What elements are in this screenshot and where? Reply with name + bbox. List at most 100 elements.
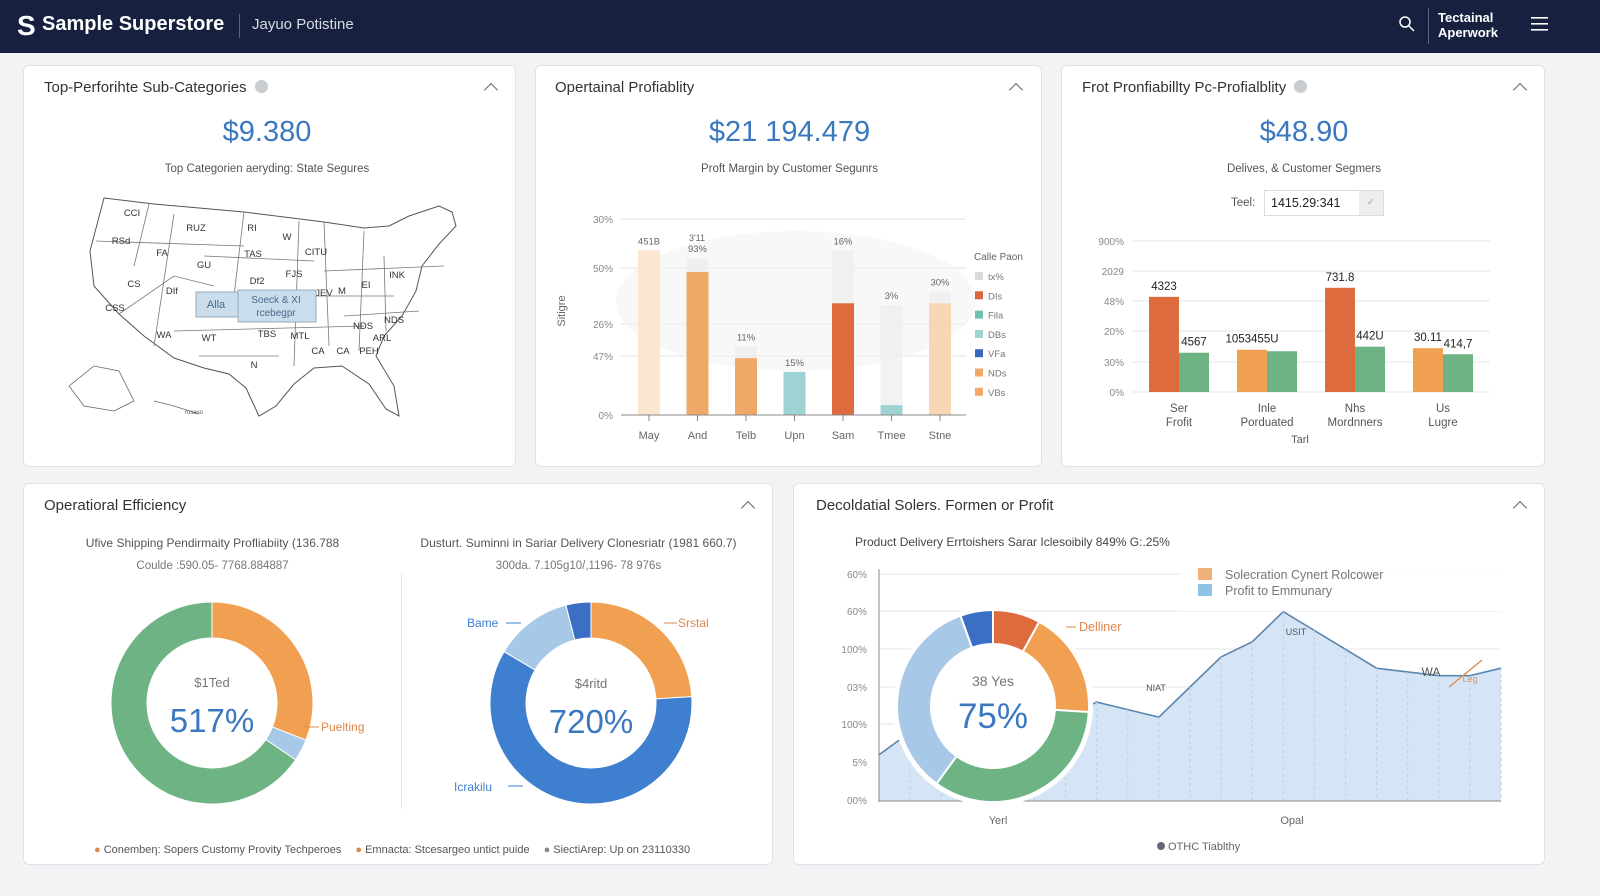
card-title: Frot Pronfiabillty Pc-Profialblity [1082,79,1287,96]
card-title: Decoldatial Solers. Formen or Profit [816,497,1054,514]
header-subtitle: Jayuo Potistine [252,16,354,33]
card-operational-efficiency: Operatioral Efficiency Ufive Shipping Pe… [23,483,773,865]
footer-legend-text: Conembeη: Sopers Customy Provity Techper… [103,844,342,856]
legend-label: tx% [988,272,1004,283]
left-donut-subtitle: Coulde :590.05- 7768.884887 [136,560,289,572]
state-label: NDS [384,315,404,326]
bar-data-label: 4567 [1181,337,1207,349]
bar-data-label: 30.11 [1414,332,1442,344]
state-label: CITU [305,247,327,258]
chart-annotation: NIAT [1146,683,1166,693]
state-label: M [338,286,346,297]
bar [1179,352,1209,392]
state-label: RUZ [186,223,206,234]
state-border [203,255,315,262]
donut-callout: Srstal [678,616,709,630]
user-line2: Aperwork [1438,25,1498,40]
bar [1237,349,1267,392]
bar-data-label: 15% [785,358,805,369]
y-tick-label: 50% [593,264,613,275]
y-tick-label: 47% [593,352,613,363]
alaska-shape [68,365,135,412]
state-label: CA [336,346,350,357]
search-icon[interactable] [1398,15,1416,33]
chevron-down-icon[interactable]: ✓ [1359,191,1383,215]
bar [783,371,806,415]
donut-center-label: 38 Yes [972,673,1014,689]
footer-legend: ● Conembeη: Sopers Customy Provity Techp… [94,844,690,856]
segment-bar-chart: 900% 2029 48% 20% 30% 0% 4323 4567 Ser Frofit 1053… [1098,237,1490,446]
bullet-icon: ● [543,844,551,856]
state-label: JEV [315,288,333,299]
state-border [383,255,387,332]
bar-data-label: 442U [1356,331,1384,343]
card-title: Opertainal Profiablity [555,79,695,96]
filter-value: 1415.29:341 [1271,196,1341,210]
donut-callout: Icrakilu [454,780,492,794]
x-tick-label: Yerl [989,815,1008,827]
legend-label: NDs [988,369,1007,380]
bar-data-label: 451B [638,236,660,247]
donut-segment [565,601,592,641]
bar-data-label: 11% [737,332,756,343]
bullet-icon: ● [94,844,101,856]
y-tick-label: 60% [847,607,867,618]
bar [832,303,854,415]
us-state-map[interactable]: CCI RSd RUZ FA GU RI TAS W CITU DIf CS CSS Df2 FJS JEV… [24,66,517,468]
x-tick-label: Frofit [1166,417,1193,429]
legend-swatch [1198,584,1212,596]
bar [1149,296,1179,392]
state-border [323,221,330,347]
kpi-value: $21 194.479 [708,116,871,148]
state-label: CA [311,346,325,357]
card-title: Top-Perforihte Sub-Categories [44,79,247,96]
x-tick-label: Stne [929,430,952,442]
x-tick-label: Sam [832,430,855,442]
y-tick-label: 0% [1110,388,1125,399]
bar [735,358,757,415]
state-border [153,213,175,347]
footer-legend-item: ● Emnacta: Stcesargeo untict puide [355,844,529,856]
bar [880,405,903,415]
x-tick-label: And [688,430,708,442]
filter-select[interactable]: 1415.29:341 ✓ [1264,190,1384,216]
footer-legend-text: Emnacta: Stcesargeo untict puide [365,844,530,856]
legend-label: VBs [988,388,1006,399]
bar-data-label: 731.8 [1326,272,1355,284]
x-tick-label: Ser [1170,403,1188,415]
user-account[interactable]: Tectainal Aperwork [1438,10,1498,40]
footer-legend-item: ● SiectiArep: Up on 23110330 [544,844,691,856]
brand-name[interactable]: Sample Superstore [42,13,225,35]
state-border [133,203,150,267]
legend-swatch [975,272,983,280]
card-subtitle: Top Categorien aeryding: State Segures [164,163,370,175]
legend-swatch [975,368,983,377]
state-border [118,275,215,315]
donut-segment [110,601,297,805]
state-label: TBS [258,329,276,340]
bar-data-label: 4323 [1151,281,1177,293]
world-map-watermark [616,231,976,371]
donut-segment [211,601,314,741]
state-label: EI [362,280,371,291]
state-label: GU [197,260,211,271]
card-subtitle: Proft Margin by Customer Segunrs [700,163,879,175]
y-tick-label: 0% [599,411,614,422]
legend-label: VFa [988,349,1006,360]
bar [1443,354,1473,392]
state-label: RI [247,223,257,234]
info-icon[interactable] [254,80,268,93]
x-tick-label: Telb [736,430,756,442]
x-tick-label: Lugre [1428,417,1457,429]
state-border [173,325,365,332]
bottom-legend-label: OTHC Tiablthy [1168,841,1241,853]
info-icon[interactable] [1294,80,1308,93]
footer-legend-item: ● Conembeη: Sopers Customy Provity Techp… [94,844,341,856]
bar-data-label: 3'11 [689,233,705,243]
kpi-value: $9.380 [222,116,312,148]
right-donut-subtitle: 300da. 7.105g10/,1196- 78 976s [495,560,662,572]
left-donut-title: Ufive Shipping Pendirmaity Profliabiity … [85,536,340,550]
bar [686,271,709,415]
menu-icon[interactable] [1531,16,1549,32]
efficiency-donuts: $1Ted 517% Puelting $4ritd 720% Bame Srstal Icr… [110,601,709,805]
